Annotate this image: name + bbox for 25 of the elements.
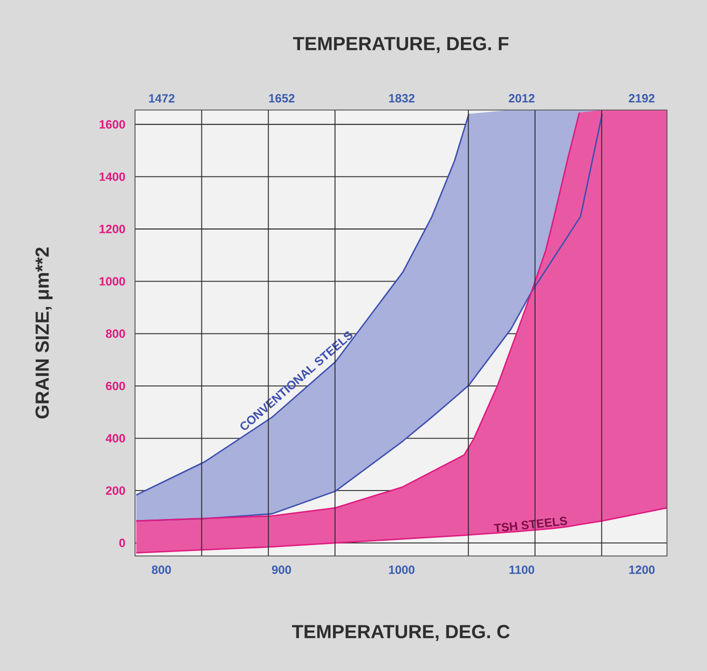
- x-tick-label: 1000: [389, 566, 414, 574]
- x2-tick-label: 1832: [389, 94, 414, 102]
- y-tick-label: 1000: [100, 277, 125, 286]
- x-tick-label: 1100: [509, 566, 534, 574]
- y-tick-label: 600: [106, 382, 125, 390]
- x2-axis-title: TEMPERATURE, DEG. F: [293, 36, 508, 54]
- x2-tick-label: 1472: [149, 94, 174, 102]
- line-series: [136, 507, 668, 554]
- y-tick-label: 1600: [100, 120, 125, 129]
- x-tick-label: 1200: [629, 566, 655, 574]
- y-tick-label: 800: [106, 329, 125, 338]
- y-tick-label: 200: [106, 486, 125, 495]
- y-axis-title: GRAIN SIZE, μm**2: [35, 248, 53, 418]
- x-axis-title: TEMPERATURE, DEG. C: [292, 624, 510, 642]
- x2-tick-label: 1652: [269, 94, 294, 102]
- x2-tick-label: 2192: [628, 94, 654, 102]
- y-tick-label: 400: [106, 434, 125, 442]
- line-series: [136, 113, 470, 496]
- y-tick-label: 1200: [100, 224, 125, 234]
- text: TSH STEELS: [494, 516, 568, 532]
- x2-tick-label: 2012: [508, 94, 534, 102]
- y-tick-label: 0: [119, 538, 125, 548]
- x-tick-label: 900: [272, 566, 291, 574]
- y-tick-label: 1400: [100, 172, 125, 181]
- x-tick-label: 800: [152, 566, 171, 574]
